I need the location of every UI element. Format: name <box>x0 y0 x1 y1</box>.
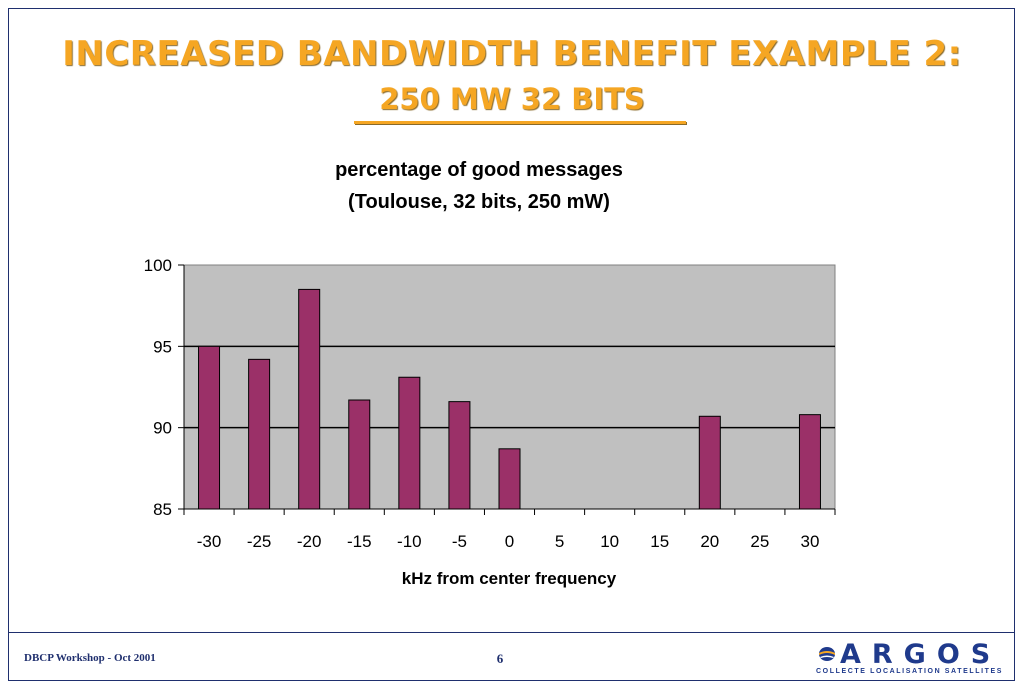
axes <box>178 264 836 515</box>
bar <box>698 415 721 510</box>
y-tick-label: 95 <box>153 337 172 356</box>
x-tick-labels: -30 -25 -20 -15 -10 -5 0 5 10 15 20 25 30 <box>197 532 820 551</box>
y-tick-label: 85 <box>153 500 172 519</box>
footer-event: DBCP Workshop - Oct 2001 <box>24 652 156 664</box>
globe-icon <box>819 647 835 661</box>
bar <box>798 414 821 510</box>
x-tick-label: -20 <box>297 532 322 551</box>
bar <box>398 376 421 510</box>
bar <box>248 358 271 510</box>
x-tick-label: -15 <box>347 532 372 551</box>
bar <box>348 399 371 510</box>
slide-frame <box>8 8 1015 681</box>
y-tick-labels: 85 90 95 100 <box>144 256 172 519</box>
chart-title-line1: percentage of good messages <box>335 159 623 181</box>
x-tick-label: 0 <box>505 532 514 551</box>
page-number: 6 <box>496 651 504 666</box>
bar-chart: percentage of good messages (Toulouse, 3… <box>144 159 836 588</box>
x-tick-label: 15 <box>650 532 669 551</box>
logo-tagline: COLLECTE LOCALISATION SATELLITES <box>816 668 1004 675</box>
x-tick-label: 30 <box>801 532 820 551</box>
subtitle-underline <box>354 121 686 124</box>
logo-wordmark: ARGOS <box>840 639 1002 670</box>
x-tick-label: 5 <box>555 532 564 551</box>
y-tick-label: 100 <box>144 256 172 275</box>
x-tick-label: 10 <box>600 532 619 551</box>
x-tick-label: -5 <box>452 532 467 551</box>
bar <box>298 288 321 510</box>
x-axis-label: kHz from center frequency <box>402 569 617 588</box>
x-tick-label: 25 <box>750 532 769 551</box>
bar <box>198 345 221 510</box>
x-tick-label: 20 <box>700 532 719 551</box>
slide-title: INCREASED BANDWIDTH BENEFIT EXAMPLE 2: <box>62 34 962 74</box>
bar <box>448 401 471 510</box>
x-tick-label: -10 <box>397 532 422 551</box>
footer-divider <box>8 632 1015 633</box>
x-tick-label: -30 <box>197 532 222 551</box>
bar <box>498 448 521 510</box>
x-tick-label: -25 <box>247 532 272 551</box>
chart-title-line2: (Toulouse, 32 bits, 250 mW) <box>348 191 610 213</box>
argos-logo: ARGOS COLLECTE LOCALISATION SATELLITES <box>816 639 1004 678</box>
y-tick-label: 90 <box>153 419 172 438</box>
slide-subtitle: 250 MW 32 BITS <box>379 82 645 116</box>
grid-lines <box>184 345 835 429</box>
